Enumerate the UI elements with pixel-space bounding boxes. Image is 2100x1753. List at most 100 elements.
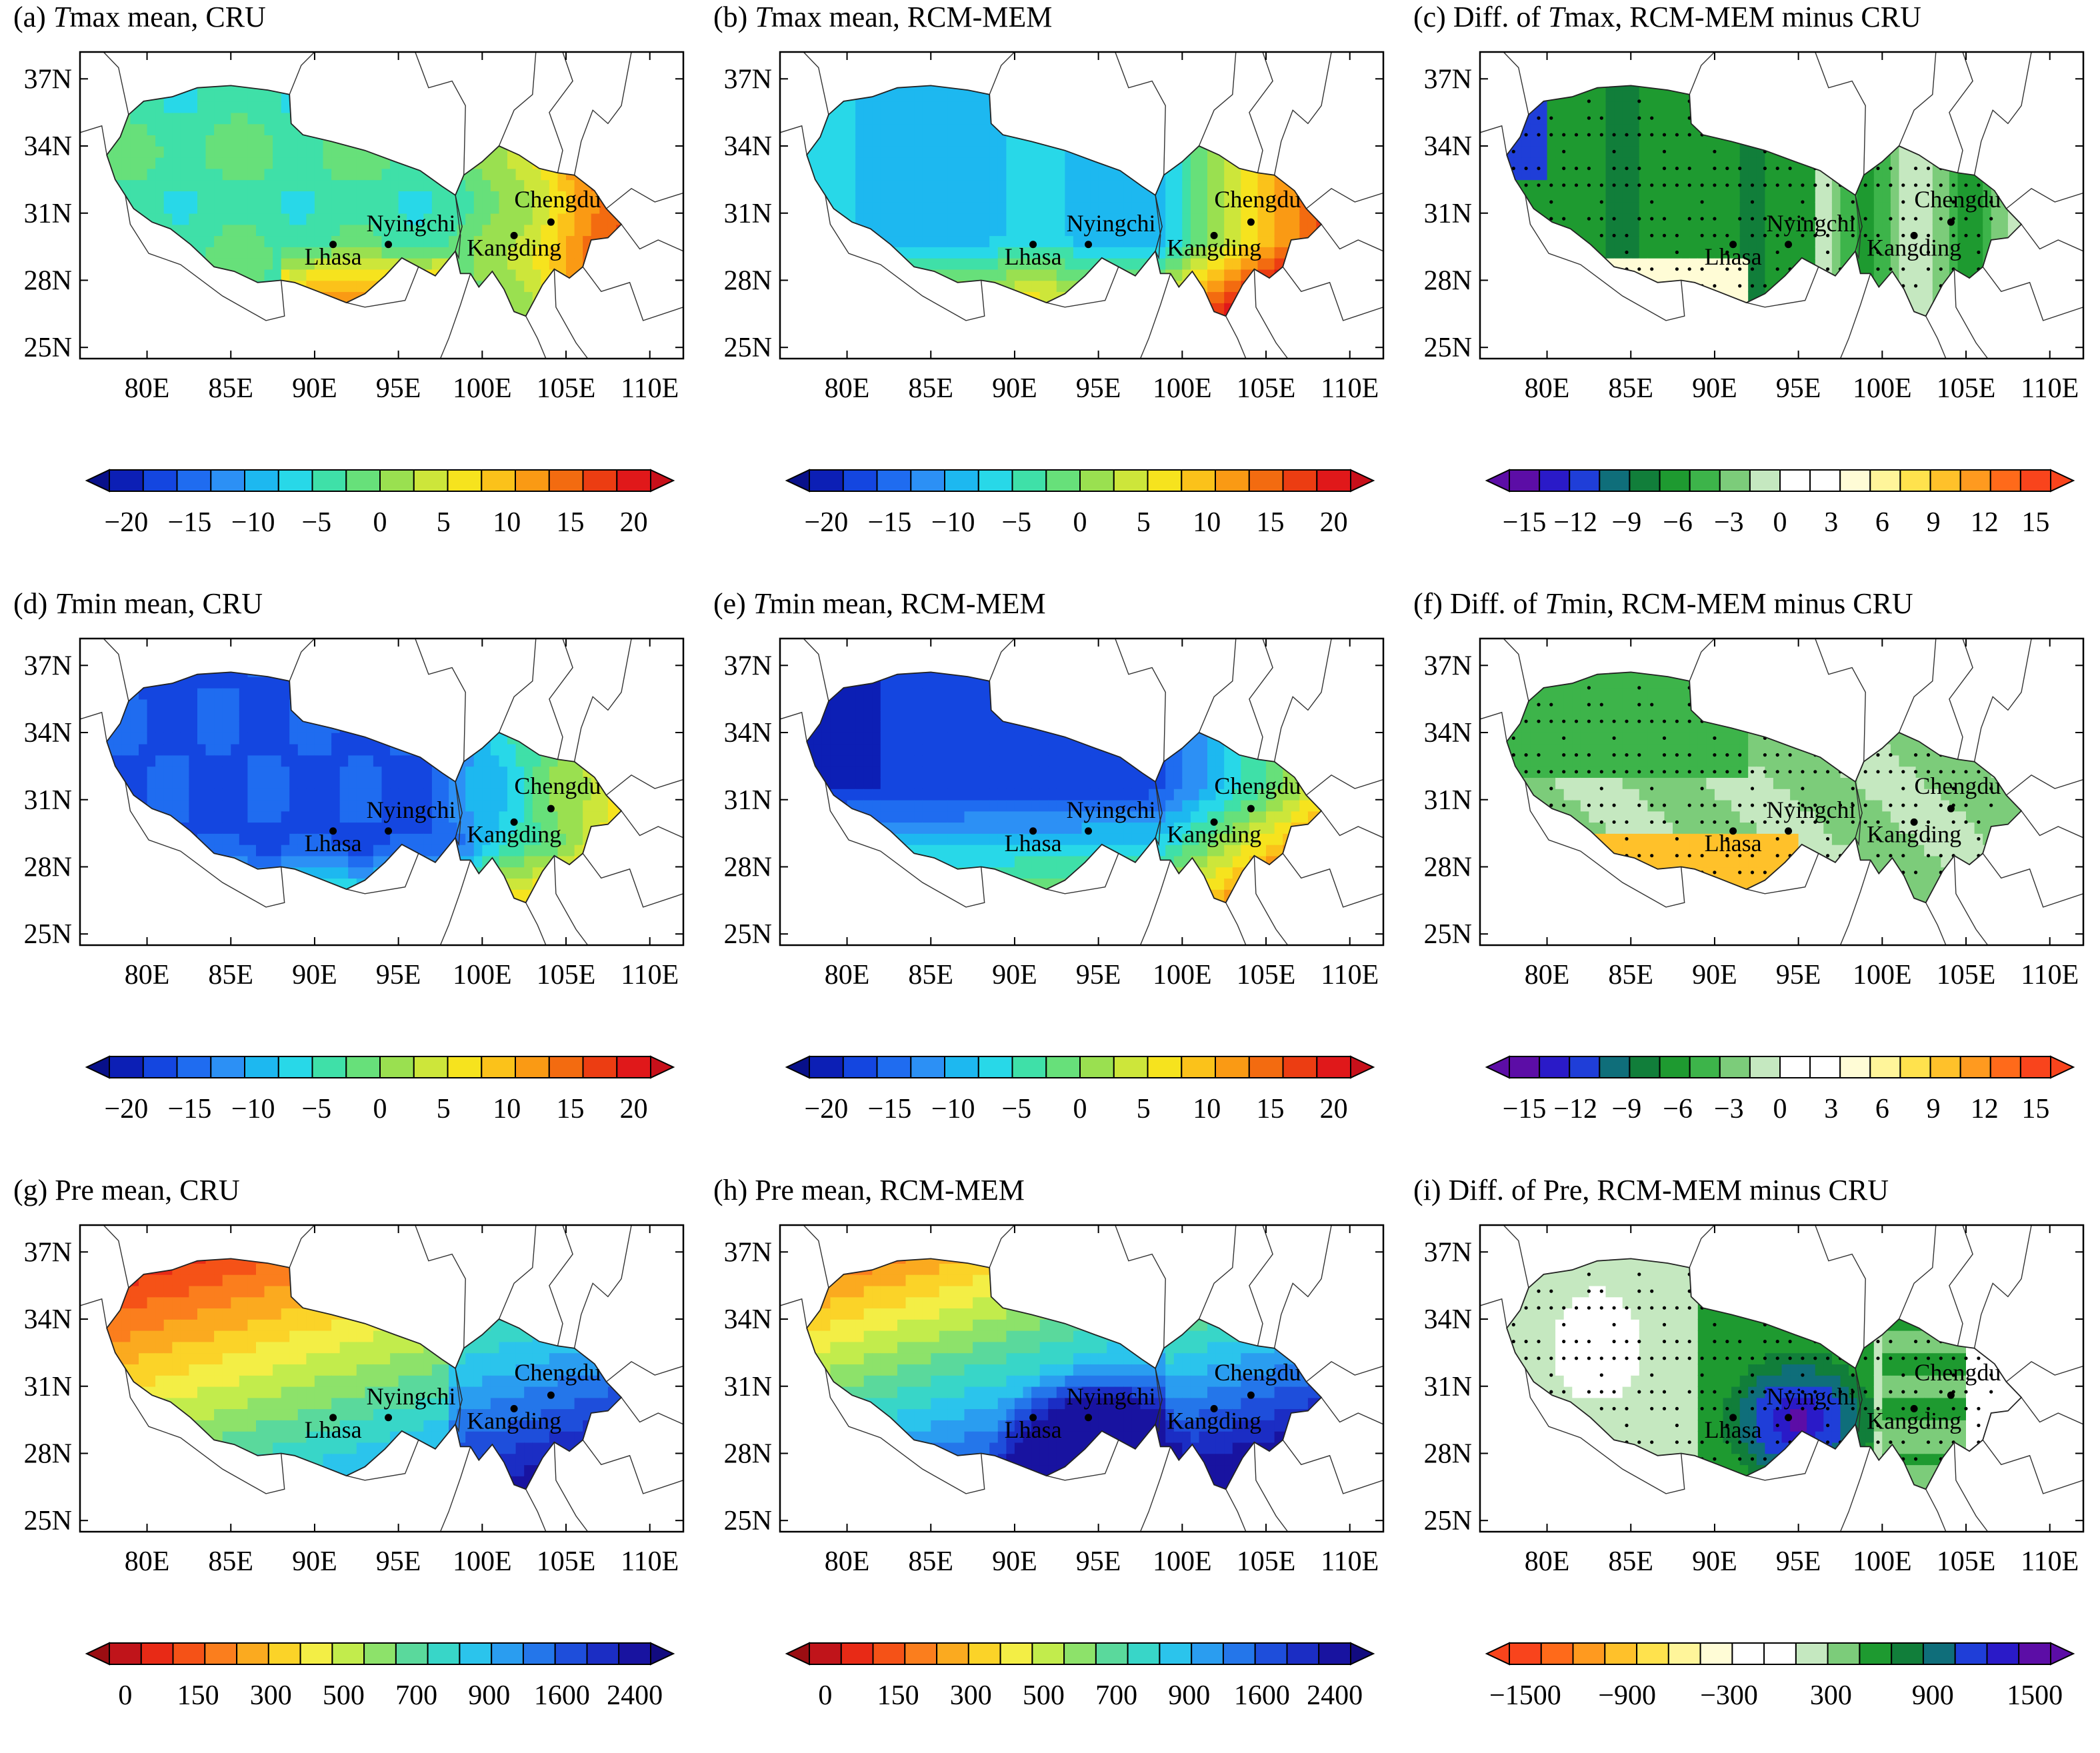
city-marker <box>1785 827 1792 835</box>
colorbar <box>1487 470 2073 491</box>
colorbar-label: −20 <box>805 1094 849 1124</box>
lon-tick-label: 80E <box>825 960 870 990</box>
lat-tick-label: 28N <box>724 265 772 296</box>
lat-tick-label: 31N <box>24 199 72 229</box>
lat-tick-label: 37N <box>24 1237 72 1268</box>
colorbar-label: 0 <box>118 1680 132 1711</box>
colorbar-label: 0 <box>1773 507 1787 538</box>
colorbar-label: −3 <box>1714 507 1744 538</box>
city-label: Chengdu <box>1914 1359 2001 1386</box>
lon-tick-label: 100E <box>453 373 512 404</box>
lon-tick-label: 85E <box>208 373 253 404</box>
city-marker <box>547 805 555 813</box>
city-label: Chengdu <box>1214 186 1301 213</box>
lon-tick-label: 110E <box>2021 960 2079 990</box>
city-label: Chengdu <box>514 773 601 799</box>
city-label: Kangding <box>1167 234 1261 261</box>
city-label: Lhasa <box>1705 830 1762 857</box>
lon-tick-label: 85E <box>908 960 953 990</box>
lat-tick-label: 25N <box>1424 333 1472 363</box>
city-label: Lhasa <box>305 243 362 270</box>
colorbar-label: −5 <box>301 1094 331 1124</box>
lon-tick-label: 85E <box>908 373 953 404</box>
lat-tick-label: 34N <box>24 718 72 749</box>
city-label: Kangding <box>467 1407 561 1434</box>
colorbar-label: −15 <box>1503 1094 1547 1124</box>
colorbar-label: 15 <box>557 507 585 538</box>
lon-tick-label: 95E <box>1776 1546 1821 1577</box>
city-label: Kangding <box>467 821 561 847</box>
city-label: Chengdu <box>1214 773 1301 799</box>
lat-tick-label: 31N <box>724 199 772 229</box>
colorbar-label: 10 <box>1193 1094 1221 1124</box>
city-label: Nyingchi <box>1767 210 1856 237</box>
lat-tick-label: 34N <box>724 1304 772 1335</box>
lon-tick-label: 110E <box>621 960 679 990</box>
city-marker <box>385 827 392 835</box>
city-marker <box>1247 219 1255 226</box>
lat-tick-label: 25N <box>724 333 772 363</box>
colorbar-label: 12 <box>1971 507 1999 538</box>
city-label: Lhasa <box>1005 830 1062 857</box>
city-label: Chengdu <box>514 186 601 213</box>
colorbar-label: −15 <box>868 507 912 538</box>
city-label: Nyingchi <box>1067 210 1156 237</box>
lat-tick-label: 31N <box>1424 1372 1472 1402</box>
lon-tick-label: 80E <box>1525 1546 1570 1577</box>
colorbar-label: −5 <box>1001 1094 1031 1124</box>
colorbar-label: 2400 <box>607 1680 663 1711</box>
colorbar-label: 5 <box>437 507 451 538</box>
city-label: Kangding <box>1167 821 1261 847</box>
lon-tick-label: 95E <box>376 960 421 990</box>
lon-tick-label: 110E <box>1321 960 1379 990</box>
colorbar <box>87 1056 673 1078</box>
colorbar-label: 10 <box>493 1094 521 1124</box>
colorbar-label: 1500 <box>2007 1680 2063 1711</box>
lon-tick-label: 105E <box>1937 373 1996 404</box>
lat-tick-label: 25N <box>724 919 772 950</box>
lon-tick-label: 110E <box>621 373 679 404</box>
lat-tick-label: 28N <box>24 852 72 882</box>
lat-tick-label: 28N <box>1424 1438 1472 1469</box>
colorbar-label: 6 <box>1875 507 1889 538</box>
lat-tick-label: 37N <box>1424 651 1472 681</box>
city-label: Nyingchi <box>367 1383 456 1410</box>
lat-tick-label: 34N <box>24 131 72 162</box>
city-label: Chengdu <box>1914 186 2001 213</box>
colorbar-label: 12 <box>1971 1094 1999 1124</box>
colorbar-label: 10 <box>1193 507 1221 538</box>
colorbar-label: 3 <box>1824 1094 1838 1124</box>
colorbar-label: 20 <box>620 507 648 538</box>
lon-tick-label: 80E <box>125 960 170 990</box>
city-label: Nyingchi <box>1067 1383 1156 1410</box>
colorbar-label: 6 <box>1875 1094 1889 1124</box>
lon-tick-label: 100E <box>453 960 512 990</box>
colorbar-label: 9 <box>1927 507 1941 538</box>
city-label: Nyingchi <box>367 210 456 237</box>
colorbar <box>1487 1643 2073 1664</box>
lat-tick-label: 28N <box>724 852 772 882</box>
lon-tick-label: 100E <box>1853 1546 1912 1577</box>
colorbar <box>787 470 1373 491</box>
lat-tick-label: 31N <box>24 785 72 816</box>
colorbar-label: 5 <box>1137 1094 1151 1124</box>
city-label: Chengdu <box>1214 1359 1301 1386</box>
lat-tick-label: 31N <box>1424 785 1472 816</box>
lon-tick-label: 85E <box>208 960 253 990</box>
lat-tick-label: 37N <box>1424 64 1472 95</box>
lon-tick-label: 90E <box>292 373 337 404</box>
colorbar-label: −15 <box>1503 507 1547 538</box>
lat-tick-label: 37N <box>24 651 72 681</box>
lon-tick-label: 85E <box>1608 373 1653 404</box>
lon-tick-label: 90E <box>992 373 1037 404</box>
